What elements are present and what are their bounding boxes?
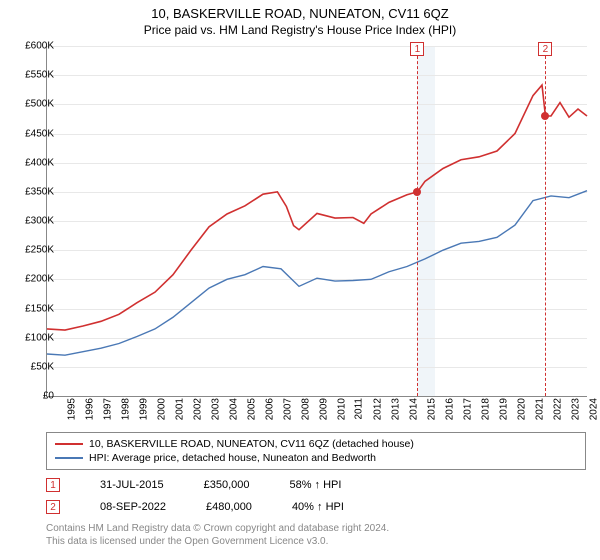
- x-axis-label: 2017: [462, 398, 473, 420]
- sale-marker-box: 2: [538, 42, 552, 56]
- sales-row: 2 08-SEP-2022 £480,000 40% ↑ HPI: [46, 496, 344, 518]
- x-axis-label: 2004: [228, 398, 239, 420]
- x-axis-label: 2019: [498, 398, 509, 420]
- x-axis-label: 2013: [390, 398, 401, 420]
- chart-plot-area: 12: [46, 46, 587, 397]
- sale-vline: [417, 46, 418, 396]
- series-price_paid: [47, 85, 587, 330]
- x-axis-label: 1997: [102, 398, 113, 420]
- y-axis-label: £150K: [25, 303, 54, 314]
- series-hpi: [47, 191, 587, 355]
- sale-delta: 58% ↑ HPI: [289, 479, 341, 491]
- y-axis-label: £50K: [31, 361, 54, 372]
- title-address: 10, BASKERVILLE ROAD, NUNEATON, CV11 6QZ: [0, 6, 600, 21]
- x-axis-label: 2005: [246, 398, 257, 420]
- sale-marker-icon: 1: [46, 478, 60, 492]
- legend-swatch-price: [55, 443, 83, 445]
- x-axis-label: 2007: [282, 398, 293, 420]
- x-axis-label: 1998: [120, 398, 131, 420]
- chart-container: 10, BASKERVILLE ROAD, NUNEATON, CV11 6QZ…: [0, 0, 600, 560]
- sales-table: 1 31-JUL-2015 £350,000 58% ↑ HPI 2 08-SE…: [46, 474, 344, 518]
- y-axis-label: £500K: [25, 99, 54, 110]
- sale-date: 08-SEP-2022: [100, 501, 166, 513]
- x-axis-label: 2014: [408, 398, 419, 420]
- y-axis-label: £200K: [25, 274, 54, 285]
- x-axis-label: 2011: [354, 398, 365, 420]
- legend-row: HPI: Average price, detached house, Nune…: [55, 451, 577, 465]
- x-axis-label: 2016: [444, 398, 455, 420]
- sale-price: £480,000: [206, 501, 252, 513]
- x-axis-label: 2002: [192, 398, 203, 420]
- y-axis-label: £300K: [25, 216, 54, 227]
- y-axis-label: £0: [43, 391, 54, 402]
- y-axis-label: £400K: [25, 157, 54, 168]
- footer-line: Contains HM Land Registry data © Crown c…: [46, 522, 389, 535]
- y-axis-label: £600K: [25, 41, 54, 52]
- x-axis-label: 2024: [588, 398, 599, 420]
- sale-price: £350,000: [204, 479, 250, 491]
- x-axis-label: 1999: [138, 398, 149, 420]
- footer-line: This data is licensed under the Open Gov…: [46, 535, 389, 548]
- legend-label: 10, BASKERVILLE ROAD, NUNEATON, CV11 6QZ…: [89, 438, 414, 450]
- x-axis-label: 2023: [570, 398, 581, 420]
- x-axis-label: 2018: [480, 398, 491, 420]
- x-axis-label: 2001: [174, 398, 185, 420]
- y-axis-label: £450K: [25, 128, 54, 139]
- x-axis-label: 2012: [372, 398, 383, 420]
- legend-label: HPI: Average price, detached house, Nune…: [89, 452, 376, 464]
- x-axis-label: 2010: [336, 398, 347, 420]
- sale-dot: [541, 112, 549, 120]
- x-axis-label: 2009: [318, 398, 329, 420]
- x-axis-label: 2021: [534, 398, 545, 420]
- sale-dot: [413, 188, 421, 196]
- x-axis-label: 1996: [84, 398, 95, 420]
- y-axis-label: £350K: [25, 186, 54, 197]
- footer-attribution: Contains HM Land Registry data © Crown c…: [46, 522, 389, 548]
- x-axis-label: 2020: [516, 398, 527, 420]
- x-axis-label: 1995: [66, 398, 77, 420]
- sale-marker-icon: 2: [46, 500, 60, 514]
- sale-vline: [545, 46, 546, 396]
- x-axis-label: 2015: [426, 398, 437, 420]
- y-axis-label: £100K: [25, 332, 54, 343]
- sales-row: 1 31-JUL-2015 £350,000 58% ↑ HPI: [46, 474, 344, 496]
- legend-row: 10, BASKERVILLE ROAD, NUNEATON, CV11 6QZ…: [55, 437, 577, 451]
- x-axis-label: 2003: [210, 398, 221, 420]
- title-subtitle: Price paid vs. HM Land Registry's House …: [0, 23, 600, 37]
- y-axis-label: £250K: [25, 245, 54, 256]
- x-axis-label: 2000: [156, 398, 167, 420]
- x-axis-label: 2006: [264, 398, 275, 420]
- x-axis-label: 2008: [300, 398, 311, 420]
- sale-marker-box: 1: [410, 42, 424, 56]
- sale-date: 31-JUL-2015: [100, 479, 164, 491]
- sale-delta: 40% ↑ HPI: [292, 501, 344, 513]
- title-block: 10, BASKERVILLE ROAD, NUNEATON, CV11 6QZ…: [0, 0, 600, 37]
- y-axis-label: £550K: [25, 70, 54, 81]
- x-axis-label: 2022: [552, 398, 563, 420]
- legend-swatch-hpi: [55, 457, 83, 459]
- chart-svg: [47, 46, 587, 396]
- legend-box: 10, BASKERVILLE ROAD, NUNEATON, CV11 6QZ…: [46, 432, 586, 470]
